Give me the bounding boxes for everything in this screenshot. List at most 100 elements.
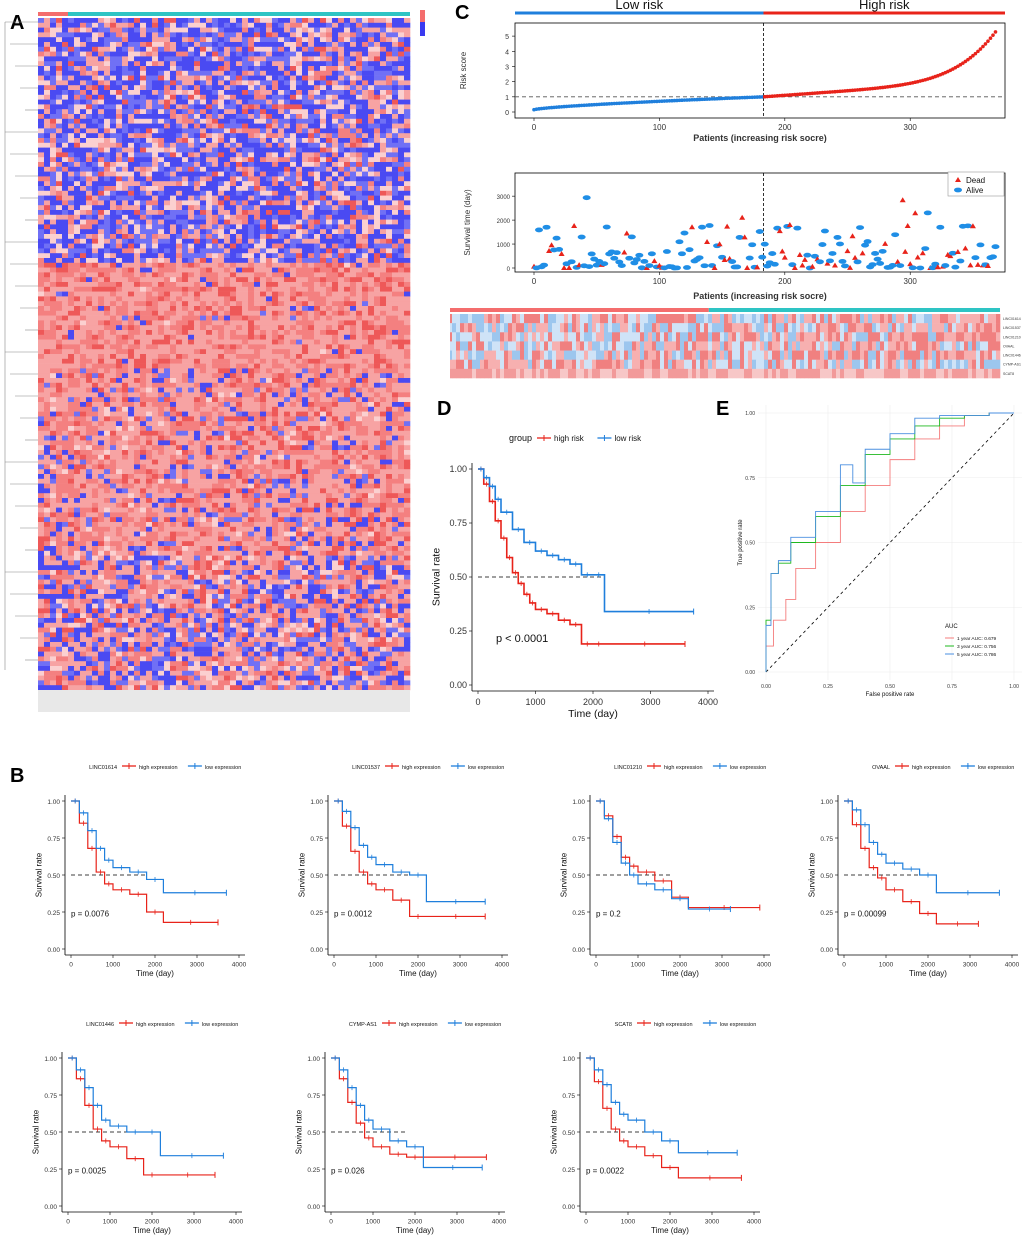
heatmap-cell xyxy=(56,277,63,283)
heatmap-cell xyxy=(266,176,273,182)
heatmap-cell xyxy=(134,27,141,33)
heatmap-cell xyxy=(248,162,255,168)
heatmap-cell xyxy=(104,75,111,81)
heatmap-cell xyxy=(266,118,273,124)
heatmap-cell xyxy=(86,368,93,374)
heatmap-cell xyxy=(206,229,213,235)
heatmap-cell xyxy=(134,277,141,283)
heatmap-cell xyxy=(380,253,387,259)
heatmap-cell xyxy=(380,262,387,268)
heatmap-cell xyxy=(254,18,261,24)
heatmap-cell xyxy=(392,334,399,340)
heatmap-cell xyxy=(320,70,327,76)
heatmap-cell xyxy=(98,152,105,158)
heatmap-cell xyxy=(128,37,135,43)
heatmap-cell xyxy=(278,286,285,292)
heatmap-cell xyxy=(110,277,117,283)
heatmap-cell xyxy=(320,363,327,369)
heatmap-cell xyxy=(110,42,117,48)
heatmap-cell xyxy=(140,267,147,273)
heatmap-cell xyxy=(398,114,405,120)
heatmap-cell xyxy=(182,229,189,235)
heatmap-cell xyxy=(206,339,213,345)
heatmap-cell xyxy=(104,387,111,393)
heatmap-cell xyxy=(164,104,171,110)
heatmap-cell xyxy=(212,387,219,393)
heatmap-cell xyxy=(266,109,273,115)
heatmap-cell xyxy=(110,392,117,398)
heatmap-cell xyxy=(272,46,279,52)
heatmap-cell xyxy=(56,243,63,249)
heatmap-cell xyxy=(272,18,279,24)
heatmap-cell xyxy=(290,258,297,264)
heatmap-cell xyxy=(170,176,177,182)
heatmap-cell xyxy=(278,315,285,321)
heatmap-cell xyxy=(122,171,129,177)
heatmap-cell xyxy=(68,277,75,283)
heatmap-cell xyxy=(116,296,123,302)
heatmap-cell xyxy=(122,138,129,144)
heatmap-cell xyxy=(302,214,309,220)
heatmap-cell xyxy=(158,301,165,307)
heatmap-cell xyxy=(356,214,363,220)
heatmap-cell xyxy=(62,277,69,283)
heatmap-cell xyxy=(230,334,237,340)
heatmap-cell xyxy=(74,18,81,24)
heatmap-cell xyxy=(314,234,321,240)
heatmap-cell xyxy=(344,387,351,393)
heatmap-cell xyxy=(332,37,339,43)
heatmap-cell xyxy=(140,253,147,259)
heatmap-cell xyxy=(374,46,381,52)
heatmap-cell xyxy=(56,354,63,360)
heatmap-cell xyxy=(92,373,99,379)
heatmap-cell xyxy=(272,142,279,148)
heatmap-cell xyxy=(122,90,129,96)
heatmap-cell xyxy=(344,51,351,57)
heatmap-cell xyxy=(146,51,153,57)
heatmap-cell xyxy=(350,109,357,115)
heatmap-cell xyxy=(164,90,171,96)
heatmap-cell xyxy=(272,214,279,220)
heatmap-cell xyxy=(290,291,297,297)
heatmap-cell xyxy=(200,210,207,216)
heatmap-cell xyxy=(146,66,153,72)
heatmap-cell xyxy=(260,70,267,76)
heatmap-cell xyxy=(188,354,195,360)
heatmap-cell xyxy=(380,56,387,62)
heatmap-cell xyxy=(368,200,375,206)
heatmap-cell xyxy=(314,349,321,355)
heatmap-cell xyxy=(386,363,393,369)
heatmap-cell xyxy=(332,46,339,52)
heatmap-cell xyxy=(332,181,339,187)
heatmap-cell xyxy=(362,330,369,336)
heatmap-cell xyxy=(308,114,315,120)
heatmap-cell xyxy=(302,27,309,33)
heatmap-cell xyxy=(140,147,147,153)
heatmap-cell xyxy=(302,80,309,86)
heatmap-cell xyxy=(338,378,345,384)
heatmap-cell xyxy=(248,99,255,105)
heatmap-cell xyxy=(182,61,189,67)
heatmap-cell xyxy=(182,22,189,28)
heatmap-cell xyxy=(380,32,387,38)
heatmap-cell xyxy=(158,166,165,172)
heatmap-cell xyxy=(296,181,303,187)
heatmap-cell xyxy=(296,66,303,72)
heatmap-cell xyxy=(290,253,297,259)
heatmap-cell xyxy=(254,397,261,403)
heatmap-cell xyxy=(128,162,135,168)
heatmap-cell xyxy=(338,234,345,240)
heatmap-cell xyxy=(194,234,201,240)
heatmap-cell xyxy=(290,262,297,268)
heatmap-cell xyxy=(254,66,261,72)
heatmap-cell xyxy=(266,210,273,216)
heatmap-cell xyxy=(320,392,327,398)
heatmap-cell xyxy=(260,133,267,139)
heatmap-cell xyxy=(266,234,273,240)
heatmap-cell xyxy=(98,354,105,360)
heatmap-cell xyxy=(404,56,411,62)
heatmap-cell xyxy=(356,90,363,96)
heatmap-cell xyxy=(194,66,201,72)
heatmap-cell xyxy=(236,56,243,62)
heatmap-cell xyxy=(272,238,279,244)
